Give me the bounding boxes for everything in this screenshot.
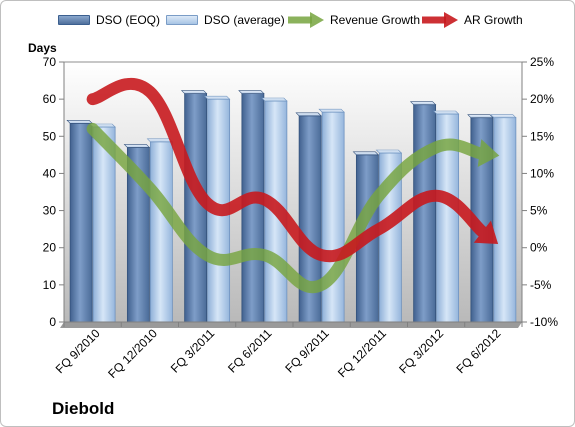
legend-dso-eoq: DSO (EOQ)	[58, 10, 160, 30]
bar-dso-eoq	[409, 101, 437, 323]
bar-face	[241, 93, 265, 323]
y2-tick-label: -10%	[530, 315, 558, 329]
bar-dso-average	[490, 114, 517, 323]
y2-tick-label: 10%	[530, 166, 554, 180]
y2-tick-label: -5%	[530, 278, 552, 292]
y-tick-label: 30	[43, 204, 57, 218]
bar-top	[375, 149, 403, 154]
y-tick-label: 40	[43, 166, 57, 180]
ar-growth-line	[86, 78, 499, 263]
y-tick-label: 70	[43, 55, 57, 69]
arrow-head-icon	[477, 139, 500, 167]
legend-revenue-growth-label: Revenue Growth	[330, 13, 421, 27]
y-tick-label: 50	[43, 129, 57, 143]
growth-lines	[86, 78, 500, 294]
bar-top	[238, 90, 265, 94]
bar-top	[490, 114, 517, 119]
x-tick-label: FQ 12/2010	[105, 326, 160, 381]
legend-dso-eoq-swatch	[58, 15, 90, 25]
bar-top	[123, 144, 151, 148]
bar-dso-eoq	[66, 119, 93, 323]
y-tick-label: 20	[43, 241, 57, 255]
line-body	[86, 78, 489, 263]
legend-red-arrow-icon	[422, 12, 458, 28]
bar-top	[261, 97, 288, 102]
legend-dso-average-swatch	[166, 15, 198, 25]
legend-dso-average-label: DSO (average)	[204, 13, 285, 27]
y2-tick-label: 25%	[530, 55, 554, 69]
y-tick-label: 60	[43, 92, 57, 106]
bar-face	[69, 122, 93, 323]
revenue-growth-line	[86, 122, 500, 294]
y2-tick-label: 0%	[530, 241, 548, 255]
bar-face	[321, 111, 345, 323]
legend-dso-average: DSO (average)	[166, 10, 285, 30]
y-tick-label: 10	[43, 278, 57, 292]
y2-tick-label: 5%	[530, 204, 548, 218]
bar-dso-eoq	[295, 112, 322, 323]
legend-ar-growth-label: AR Growth	[464, 13, 523, 27]
plot-floor	[60, 322, 522, 328]
bar-top	[66, 119, 93, 124]
legend-dso-eoq-label: DSO (EOQ)	[96, 13, 161, 27]
y-axis-title: Days	[28, 41, 57, 55]
bar-top	[409, 101, 437, 106]
bar-top	[146, 138, 174, 143]
y2-tick-label: 15%	[530, 129, 554, 143]
bar-face	[493, 117, 517, 323]
bar-face	[149, 141, 173, 323]
bar-top	[203, 95, 231, 100]
arrow-head-icon	[473, 220, 499, 244]
y2-tick-label: 20%	[530, 92, 554, 106]
bar-top	[467, 114, 494, 119]
x-tick-label: FQ 3/2012	[396, 326, 446, 376]
x-tick-label: FQ 6/2011	[225, 326, 275, 376]
x-tick-label: FQ 6/2012	[454, 326, 504, 376]
bar-face	[413, 104, 437, 323]
bar-top	[318, 108, 345, 113]
legend: DSO (EOQ) DSO (average) Revenue Growth A…	[0, 10, 575, 30]
x-tick-label: FQ 12/2011	[335, 326, 389, 380]
bar-top	[295, 112, 322, 117]
legend-revenue-growth: Revenue Growth	[286, 10, 420, 30]
bar-top	[432, 110, 460, 115]
x-tick-label: FQ 9/2010	[53, 326, 103, 376]
bar-top	[352, 151, 380, 156]
legend-ar-growth: AR Growth	[420, 10, 523, 30]
legend-green-arrow-icon	[288, 12, 324, 28]
x-tick-label: FQ 9/2011	[282, 326, 332, 376]
bar-top	[180, 90, 208, 94]
line-body	[86, 122, 486, 294]
bars	[66, 90, 517, 323]
y-tick-label: 0	[49, 315, 56, 329]
company-name: Diebold	[52, 399, 115, 418]
x-tick-label: FQ 3/2011	[168, 326, 218, 376]
bar-dso-average	[146, 138, 174, 323]
